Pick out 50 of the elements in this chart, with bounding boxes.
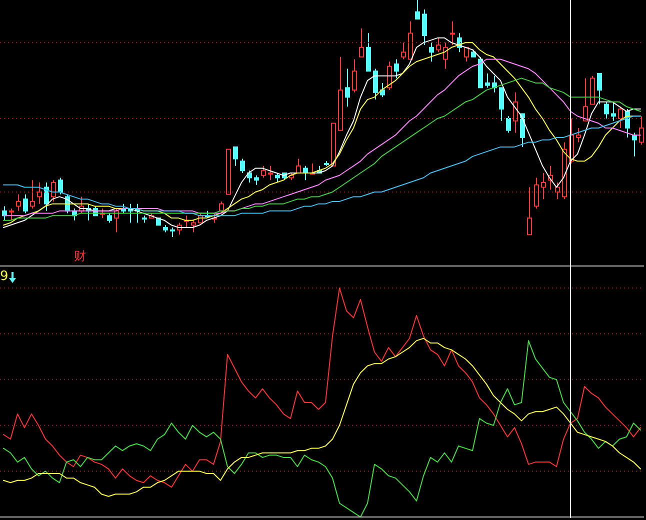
text: 财	[74, 249, 86, 263]
candlestick	[9, 208, 14, 221]
candlestick	[170, 227, 175, 238]
candlestick	[366, 32, 371, 72]
candlestick	[275, 172, 280, 183]
candlestick	[429, 42, 434, 62]
candlestick	[443, 42, 448, 70]
candlestick	[583, 78, 588, 122]
candlestick	[415, 0, 420, 20]
candlestick	[464, 46, 469, 62]
candlestick	[394, 58, 399, 79]
text: 9	[0, 269, 8, 284]
candlestick	[485, 72, 490, 88]
candlestick	[254, 174, 259, 186]
candlestick	[261, 165, 266, 178]
candlestick	[107, 212, 112, 224]
candlestick	[541, 172, 546, 200]
candlestick	[44, 182, 49, 212]
candlestick	[597, 72, 602, 105]
candlestick	[450, 20, 455, 46]
candlestick	[534, 177, 539, 210]
candlestick	[247, 170, 252, 183]
candlestick	[513, 92, 518, 134]
candlestick	[359, 28, 364, 58]
candlestick	[240, 158, 245, 174]
candlestick	[611, 101, 616, 122]
candlestick	[16, 194, 21, 212]
candlestick	[191, 220, 196, 233]
candlestick	[499, 87, 504, 122]
candlestick	[37, 182, 42, 204]
candlestick	[30, 180, 35, 210]
candlestick	[352, 58, 357, 93]
candlestick	[632, 132, 637, 157]
candlestick	[23, 194, 28, 214]
candlestick	[373, 68, 378, 100]
candlestick	[233, 146, 238, 166]
candlestick	[618, 106, 623, 128]
candlestick	[268, 165, 273, 181]
candlestick	[58, 177, 63, 195]
candlestick	[51, 180, 56, 202]
candlestick	[401, 42, 406, 60]
candlestick	[506, 116, 511, 134]
candlestick	[345, 68, 350, 108]
candlestick	[422, 8, 427, 46]
candlestick	[527, 186, 532, 236]
candlestick	[436, 37, 441, 53]
candlestick	[604, 101, 609, 119]
candlestick	[576, 127, 581, 143]
candlestick	[380, 82, 385, 98]
candlestick	[555, 182, 560, 200]
